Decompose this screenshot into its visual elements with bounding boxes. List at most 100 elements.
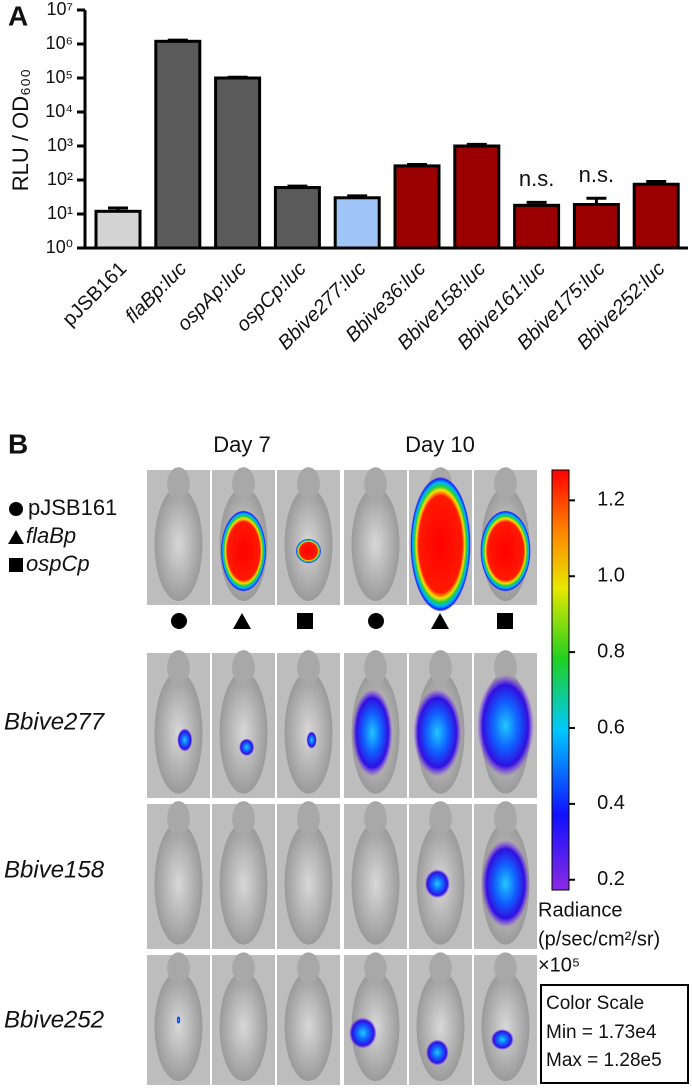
mouse-image <box>147 467 210 605</box>
signal <box>177 728 193 752</box>
colorbar-label: Radiance <box>538 899 623 921</box>
mouse-image <box>147 952 210 1085</box>
legend-text: Color Scale <box>546 993 644 1014</box>
annotation: n.s. <box>579 162 614 187</box>
mouse-head <box>232 952 255 984</box>
mouse-head <box>167 801 190 836</box>
mouse-head <box>429 801 452 836</box>
mouse-image <box>474 467 537 605</box>
colorbar-unit: (p/sec/cm²/sr) <box>538 928 660 950</box>
signal <box>424 869 450 899</box>
signal <box>410 476 471 612</box>
bar <box>94 209 142 250</box>
mouse-body <box>351 971 400 1082</box>
mouse-head <box>167 650 190 685</box>
y-tick-label: 10² <box>47 169 73 189</box>
mouse-image <box>212 952 275 1085</box>
signal <box>306 731 317 749</box>
mouse-head <box>494 952 517 984</box>
signal <box>352 689 393 777</box>
bar <box>513 203 561 250</box>
symbol <box>431 613 449 629</box>
mouse-head <box>364 952 387 984</box>
mouse-body <box>481 971 530 1082</box>
mouse-image <box>212 467 275 605</box>
mouse-head <box>494 801 517 836</box>
mouse-image <box>277 952 340 1085</box>
mouse-body <box>154 822 203 945</box>
mouse-image <box>474 650 537 798</box>
colorbar-multiplier: ×10⁵ <box>538 954 580 976</box>
mouse-body <box>351 487 400 601</box>
mouse-image <box>409 801 472 949</box>
bar <box>333 196 381 250</box>
mouse-head <box>429 650 452 685</box>
mouse-head <box>297 467 320 500</box>
mouse-image <box>344 650 407 798</box>
mouse-image <box>344 467 407 605</box>
bar <box>214 76 262 250</box>
colorbar-tick-label: 1.2 <box>597 489 625 511</box>
mouse-head <box>232 801 255 836</box>
mouse-body <box>154 971 203 1082</box>
colorbar-tick-label: 1.0 <box>597 565 625 587</box>
bar <box>154 39 202 250</box>
mouse-image <box>212 801 275 949</box>
mouse-body <box>284 671 333 794</box>
y-tick-label: 10⁷ <box>46 0 73 19</box>
mouse-image <box>147 650 210 798</box>
legend-text: Max = 1.28e5 <box>546 1050 662 1071</box>
mouse-image <box>277 801 340 949</box>
mouse-head <box>232 467 255 500</box>
mouse-head <box>364 650 387 685</box>
mouse-image <box>409 650 472 798</box>
symbol <box>368 613 384 629</box>
row-label: Bbive277 <box>4 708 106 735</box>
symbol <box>233 613 251 629</box>
mouse-image <box>147 801 210 949</box>
mouse-image <box>277 650 340 798</box>
colorbar <box>551 469 570 891</box>
signal <box>477 674 534 777</box>
mouse-image <box>474 952 537 1085</box>
y-tick-label: 10⁰ <box>46 237 73 257</box>
bar <box>632 182 680 250</box>
row-label: flaBp <box>26 523 76 548</box>
symbol <box>297 613 313 629</box>
mouse-image <box>474 801 537 949</box>
signal <box>413 689 462 777</box>
mouse-head <box>494 467 517 500</box>
y-tick-label: 10³ <box>47 135 73 155</box>
colorbar-tick-label: 0.6 <box>597 716 625 738</box>
y-tick-label: 10⁶ <box>46 33 73 53</box>
mouse-body <box>219 971 268 1082</box>
signal <box>349 1017 377 1049</box>
mouse-body <box>154 671 203 794</box>
signal <box>426 1039 449 1066</box>
signal <box>295 538 322 564</box>
panel-label: A <box>8 0 28 31</box>
mouse-image <box>277 467 340 605</box>
signal <box>239 738 255 756</box>
signal <box>176 1016 181 1024</box>
signal <box>481 840 530 928</box>
y-tick-label: 10⁴ <box>45 101 73 121</box>
row-label: Bbive252 <box>4 1006 104 1033</box>
mouse-head <box>364 467 387 500</box>
legend-text: Min = 1.73e4 <box>546 1022 657 1043</box>
bar <box>572 203 620 250</box>
y-tick-label: 10⁵ <box>46 67 73 87</box>
signal <box>480 510 531 592</box>
symbol <box>497 613 513 629</box>
mouse-image <box>344 801 407 949</box>
mouse-head <box>232 650 255 685</box>
mouse-image <box>212 650 275 798</box>
mouse-head <box>364 801 387 836</box>
row-label: ospCp <box>26 551 90 576</box>
symbol <box>171 613 187 629</box>
mouse-body <box>219 822 268 945</box>
colorbar-tick-label: 0.8 <box>597 640 625 662</box>
bar <box>453 144 501 250</box>
panel-label: B <box>8 428 28 459</box>
